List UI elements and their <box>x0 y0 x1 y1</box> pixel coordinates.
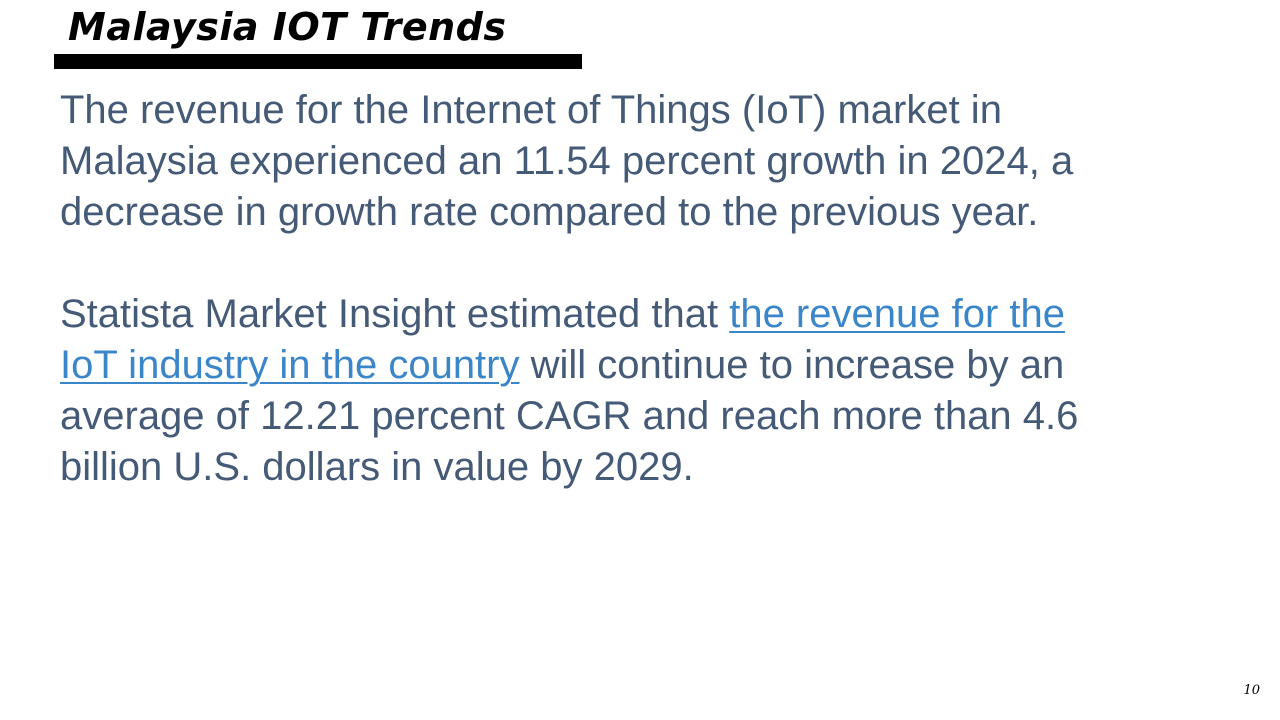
slide-title: Malaysia IOT Trends <box>68 5 507 49</box>
page-number: 10 <box>1243 683 1260 698</box>
paragraph-statista-estimate: Statista Market Insight estimated that t… <box>60 289 1090 493</box>
title-underline-bar <box>54 54 582 69</box>
paragraph-iot-growth: The revenue for the Internet of Things (… <box>60 88 1074 234</box>
paragraph-statista-text-start: Statista Market Insight estimated that <box>60 292 730 336</box>
slide-body: The revenue for the Internet of Things (… <box>60 85 1090 493</box>
paragraph-statista-text-end: will continue to increase by an average … <box>60 343 1079 489</box>
iot-revenue-link[interactable]: the revenue for the IoT industry in the … <box>60 292 1065 387</box>
